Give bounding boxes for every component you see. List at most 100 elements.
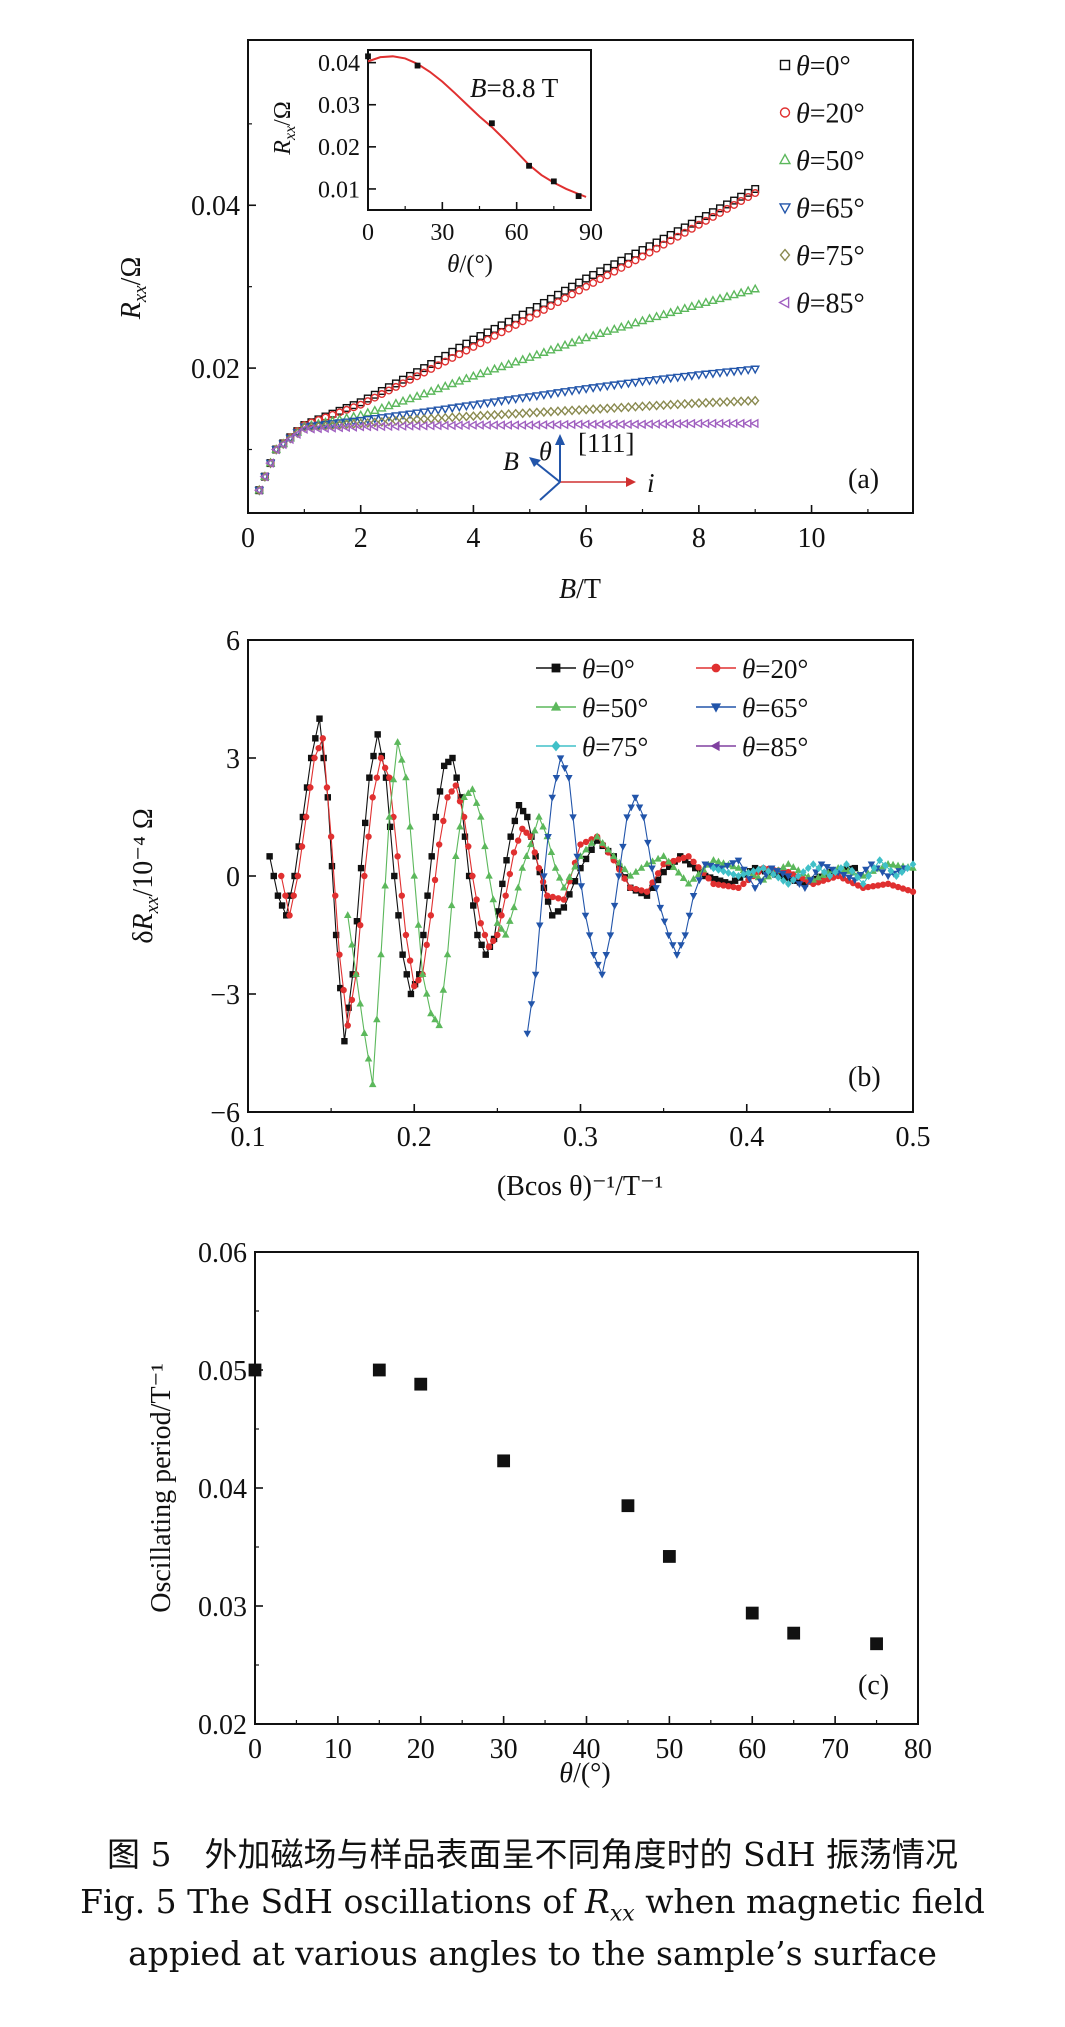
data-point bbox=[524, 352, 535, 361]
data-point bbox=[391, 872, 398, 880]
data-point bbox=[319, 735, 327, 742]
data-point bbox=[278, 440, 289, 450]
data-point bbox=[588, 846, 595, 853]
data-point bbox=[483, 335, 492, 344]
data-point bbox=[482, 399, 493, 409]
figure: 0 2 4 6 8 10 0.02 0.04 Rxx/Ω B/T (a) θ=0° θ=20°… bbox=[116, 39, 932, 1789]
y-tick-label: 0.04 bbox=[198, 1474, 247, 1505]
period-data-point bbox=[745, 1606, 759, 1620]
y-tick-label: 0.02 bbox=[198, 1710, 247, 1741]
data-point bbox=[352, 970, 360, 977]
data-point bbox=[603, 263, 612, 272]
legend-marker bbox=[710, 703, 722, 713]
data-point bbox=[546, 406, 556, 417]
legend-entry: θ=85° bbox=[796, 289, 865, 320]
data-point bbox=[525, 407, 534, 418]
data-point bbox=[632, 867, 640, 875]
data-point bbox=[496, 397, 507, 407]
theta-label: θ bbox=[539, 437, 552, 466]
data-point bbox=[497, 924, 506, 932]
data-point bbox=[441, 412, 450, 423]
data-point bbox=[427, 364, 436, 373]
data-point bbox=[561, 294, 570, 303]
legend-marker bbox=[779, 248, 791, 262]
data-point bbox=[666, 399, 675, 410]
data-point bbox=[546, 344, 556, 354]
data-point bbox=[689, 874, 698, 882]
data-point bbox=[311, 754, 318, 762]
data-point bbox=[582, 274, 591, 283]
panel-a-legend: θ=0° θ=20° θ=50° θ=65° θ=75° θ=85° bbox=[778, 51, 865, 320]
data-point bbox=[402, 773, 410, 781]
y-tick-label: 0.01 bbox=[318, 177, 360, 203]
data-point bbox=[560, 896, 568, 903]
data-point bbox=[637, 315, 648, 325]
series-theta-1 bbox=[278, 735, 917, 1029]
data-point bbox=[270, 872, 277, 880]
data-point bbox=[440, 817, 447, 825]
data-point bbox=[644, 376, 655, 386]
data-point bbox=[544, 892, 551, 899]
period-data-point bbox=[248, 1363, 262, 1377]
data-point bbox=[553, 342, 563, 352]
series-theta-5 bbox=[253, 418, 759, 496]
data-point bbox=[559, 419, 569, 430]
data-point bbox=[881, 861, 889, 870]
data-point bbox=[454, 375, 465, 385]
data-point bbox=[569, 814, 577, 822]
data-point bbox=[740, 870, 747, 879]
data-point bbox=[517, 354, 528, 364]
data-point bbox=[514, 837, 522, 844]
data-point bbox=[750, 867, 757, 876]
data-point bbox=[286, 912, 293, 919]
data-point bbox=[393, 738, 402, 745]
data-point bbox=[623, 814, 631, 822]
data-point bbox=[845, 874, 854, 882]
data-point bbox=[531, 826, 539, 834]
data-point bbox=[445, 758, 452, 766]
data-point bbox=[627, 884, 634, 891]
data-point bbox=[265, 458, 274, 468]
x-tick-label: 60 bbox=[738, 1734, 766, 1765]
data-point bbox=[588, 404, 598, 415]
data-point bbox=[708, 212, 717, 221]
direction-111-label: [111] bbox=[578, 428, 634, 458]
x-tick-label: 0.1 bbox=[231, 1122, 266, 1153]
data-point bbox=[398, 892, 405, 899]
data-point bbox=[519, 807, 527, 815]
data-point bbox=[483, 410, 492, 421]
data-point bbox=[596, 267, 605, 276]
data-point bbox=[751, 189, 760, 198]
data-point bbox=[730, 200, 739, 209]
data-point bbox=[556, 755, 565, 763]
data-point bbox=[637, 863, 646, 871]
data-point bbox=[679, 418, 689, 429]
data-point bbox=[673, 399, 682, 410]
x-tick-label: 70 bbox=[821, 1734, 849, 1765]
data-point bbox=[291, 429, 301, 440]
data-point bbox=[472, 799, 481, 806]
x-tick-label: 0.5 bbox=[896, 1122, 931, 1153]
data-point bbox=[560, 388, 570, 397]
data-point bbox=[826, 872, 834, 880]
data-point bbox=[524, 420, 534, 430]
data-point bbox=[456, 822, 464, 830]
data-point bbox=[448, 353, 457, 362]
data-point bbox=[503, 396, 514, 406]
data-point bbox=[427, 1009, 435, 1017]
period-data-point bbox=[870, 1637, 883, 1651]
field-b-tail bbox=[539, 481, 561, 501]
data-point bbox=[680, 398, 689, 409]
data-point bbox=[412, 391, 422, 400]
data-point bbox=[377, 416, 387, 427]
data-point bbox=[560, 405, 570, 416]
data-point bbox=[328, 862, 336, 870]
data-point bbox=[593, 832, 601, 840]
data-point bbox=[490, 324, 499, 333]
y-tick-label: −6 bbox=[210, 1098, 240, 1129]
data-point bbox=[555, 873, 564, 881]
legend-marker bbox=[551, 740, 561, 752]
data-point bbox=[887, 866, 895, 875]
data-point bbox=[539, 406, 549, 418]
